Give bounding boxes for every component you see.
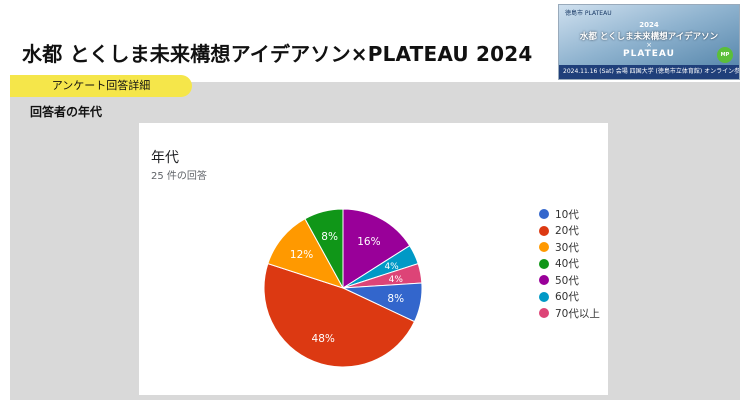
legend-label: 60代: [555, 291, 579, 304]
legend-item-10代: 10代: [539, 206, 600, 223]
pie-label-70代以上: 4%: [389, 275, 404, 285]
chart-title: 年代: [151, 150, 179, 166]
event-banner-image: 徳島市 PLATEAU 2024 水都 とくしま未来構想アイデアソン × PLA…: [558, 4, 740, 80]
legend-label: 30代: [555, 241, 579, 254]
pie-slice-40代: [304, 208, 344, 289]
legend-swatch: [539, 209, 549, 220]
legend-swatch: [539, 308, 549, 319]
legend-swatch: [539, 242, 549, 253]
pie-chart: 16% 4% 4% 8% 48% 12% 8%: [263, 208, 423, 368]
pie-slice-20代: [263, 262, 416, 368]
banner-plateau: PLATEAU: [623, 49, 675, 59]
slide-title: 水都 とくしま未来構想アイデアソン×PLATEAU 2024: [22, 42, 533, 66]
legend-swatch: [539, 258, 549, 269]
pie-label-20代: 48%: [312, 333, 335, 345]
banner-year: 2024: [639, 21, 659, 29]
pie-label-50代: 16%: [357, 236, 380, 248]
legend-item-20代: 20代: [539, 223, 600, 240]
legend-label: 40代: [555, 258, 579, 271]
banner-title: 水都 とくしま未来構想アイデアソン: [579, 32, 719, 42]
pie-slice-50代: [342, 208, 411, 289]
legend-item-50代: 50代: [539, 272, 600, 289]
section-label: 回答者の年代: [30, 105, 103, 119]
pie-label-40代: 8%: [321, 231, 338, 243]
pie-label-10代: 8%: [387, 293, 404, 305]
chart-card: 年代 25 件の回答 16% 4% 4% 8% 48% 12% 8% 10代 20代 30代 40…: [139, 123, 608, 395]
banner-top-text: 徳島市 PLATEAU: [565, 10, 612, 17]
banner-bottom-text: 2024.11.16 (Sat) 会場 四国大学 (徳島市立体育館) オンライン…: [559, 65, 739, 79]
legend-label: 70代以上: [555, 307, 600, 320]
legend-label: 20代: [555, 225, 579, 238]
banner-cross: ×: [646, 41, 652, 49]
legend-item-70代以上: 70代以上: [539, 305, 600, 322]
legend-item-30代: 30代: [539, 239, 600, 256]
legend-swatch: [539, 291, 549, 302]
legend-label: 10代: [555, 208, 579, 221]
legend-item-60代: 60代: [539, 289, 600, 306]
legend-swatch: [539, 275, 549, 286]
pie-label-60代: 4%: [384, 262, 399, 272]
pie-label-30代: 12%: [290, 249, 313, 261]
pie-slice-30代: [267, 218, 345, 289]
legend-item-40代: 40代: [539, 256, 600, 273]
chart-legend: 10代 20代 30代 40代 50代 60代 70代以上: [539, 206, 600, 322]
chart-subtitle: 25 件の回答: [151, 171, 207, 182]
legend-label: 50代: [555, 274, 579, 287]
banner-badge-icon: MP: [717, 47, 733, 63]
section-tab-label: アンケート回答詳細: [10, 75, 192, 97]
legend-swatch: [539, 225, 549, 236]
